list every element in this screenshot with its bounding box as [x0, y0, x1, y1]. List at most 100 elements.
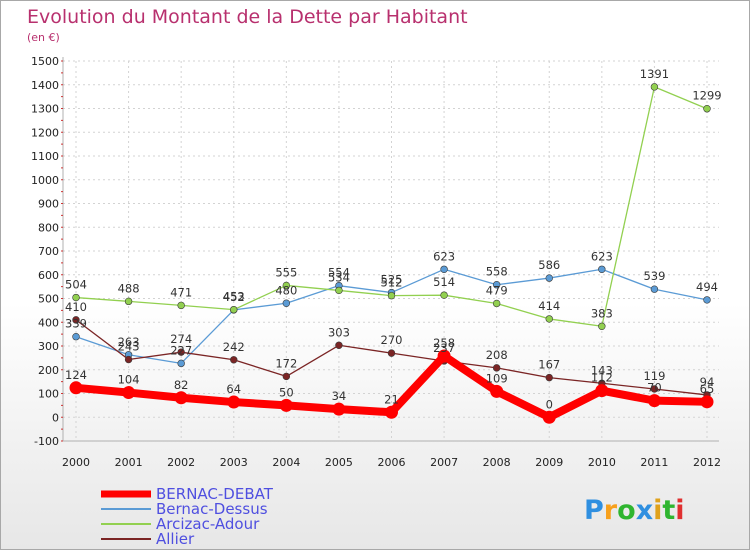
- data-label: 586: [538, 258, 560, 272]
- x-tick-label: 2007: [430, 456, 458, 469]
- data-point: [440, 291, 448, 299]
- data-label: 558: [486, 265, 508, 279]
- data-label: 514: [433, 275, 455, 289]
- data-label: 539: [643, 269, 665, 283]
- x-tick-label: 2001: [115, 456, 143, 469]
- data-label: 237: [433, 341, 455, 355]
- data-label: 21: [384, 392, 399, 406]
- logo-letter: i: [675, 495, 684, 526]
- data-label: 243: [118, 340, 140, 354]
- data-label: 112: [591, 371, 613, 385]
- data-label: 172: [275, 356, 297, 370]
- data-point: [174, 391, 188, 405]
- data-label: 104: [118, 373, 140, 387]
- data-point: [282, 299, 291, 307]
- data-label: 555: [275, 265, 297, 279]
- data-point: [492, 364, 501, 372]
- data-point: [279, 398, 293, 412]
- data-point: [492, 281, 501, 289]
- logo-letter: P: [584, 495, 604, 526]
- data-label: 1299: [692, 89, 721, 103]
- data-point: [124, 297, 133, 306]
- data-label: 479: [486, 283, 508, 297]
- logo-letter: o: [617, 495, 636, 526]
- y-tick-label: 1200: [31, 126, 59, 139]
- y-tick-label: -100: [34, 435, 59, 448]
- y-tick-label: 1000: [31, 174, 59, 187]
- y-tick-label: 900: [38, 198, 59, 211]
- legend-entry: Bernac-Dessus: [156, 500, 268, 518]
- data-point: [72, 316, 80, 324]
- data-label: 94: [700, 375, 715, 389]
- data-point: [437, 349, 451, 363]
- data-point: [72, 293, 80, 302]
- data-label: 414: [538, 299, 560, 313]
- axes: -100010020030040050060070080090010001100…: [31, 55, 721, 469]
- y-tick-label: 400: [38, 316, 59, 329]
- logo-letter: r: [604, 495, 618, 526]
- data-label: 64: [226, 382, 241, 396]
- data-label: 339: [65, 317, 87, 331]
- legend-entry: BERNAC-DEBAT: [156, 485, 274, 503]
- x-tick-label: 2003: [220, 456, 248, 469]
- x-tick-label: 2010: [588, 456, 616, 469]
- data-point: [440, 265, 448, 273]
- data-point: [650, 285, 659, 293]
- x-tick-label: 2011: [640, 456, 668, 469]
- data-point: [177, 359, 185, 368]
- data-label: 453: [223, 290, 245, 304]
- legend: BERNAC-DEBATBernac-DessusArcizac-AdourAl…: [101, 485, 274, 548]
- chart-subtitle: (en €): [27, 31, 60, 44]
- legend-entry: Allier: [156, 530, 195, 548]
- data-label: 494: [696, 280, 718, 294]
- data-point: [598, 322, 606, 330]
- data-label: 471: [170, 285, 192, 299]
- data-label: 82: [174, 378, 189, 392]
- x-tick-label: 2012: [693, 456, 721, 469]
- chart-title: Evolution du Montant de la Dette par Hab…: [27, 6, 468, 28]
- data-point: [490, 384, 504, 398]
- data-point: [545, 274, 553, 282]
- data-label: 410: [65, 300, 87, 314]
- x-tick-label: 2005: [325, 456, 353, 469]
- data-point: [69, 381, 83, 395]
- data-point: [122, 386, 136, 400]
- logo-letter: x: [636, 495, 653, 526]
- proxiti-logo: Proxiti: [584, 495, 685, 526]
- x-tick-label: 2004: [272, 456, 300, 469]
- data-label: 263: [118, 335, 140, 349]
- data-point: [335, 341, 343, 349]
- data-point: [282, 372, 291, 381]
- data-label: 554: [328, 266, 350, 280]
- y-tick-label: 500: [38, 293, 59, 306]
- data-point: [124, 355, 133, 364]
- data-label: 504: [65, 278, 87, 292]
- data-point: [335, 286, 343, 295]
- data-label: 1391: [640, 67, 669, 81]
- y-tick-label: 1300: [31, 103, 59, 116]
- x-tick-label: 2002: [167, 456, 195, 469]
- y-tick-label: 700: [38, 245, 59, 258]
- data-label: 270: [381, 333, 403, 347]
- data-point: [177, 348, 185, 356]
- data-point: [598, 265, 606, 273]
- y-tick-label: 200: [38, 364, 59, 377]
- data-label: 534: [328, 270, 350, 284]
- data-point: [387, 349, 396, 357]
- x-tick-label: 2009: [535, 456, 563, 469]
- data-label: 167: [538, 358, 560, 372]
- data-label: 258: [433, 336, 455, 350]
- data-label: 70: [647, 381, 662, 395]
- legend-entry: Arcizac-Adour: [156, 515, 260, 533]
- data-point: [703, 105, 711, 113]
- data-label: 452: [223, 290, 245, 304]
- data-label: 623: [591, 249, 613, 263]
- data-point: [650, 385, 659, 393]
- data-point: [700, 395, 714, 409]
- data-point: [230, 305, 238, 314]
- logo-letter: t: [662, 495, 675, 526]
- y-tick-label: 800: [38, 221, 59, 234]
- data-point: [230, 356, 238, 364]
